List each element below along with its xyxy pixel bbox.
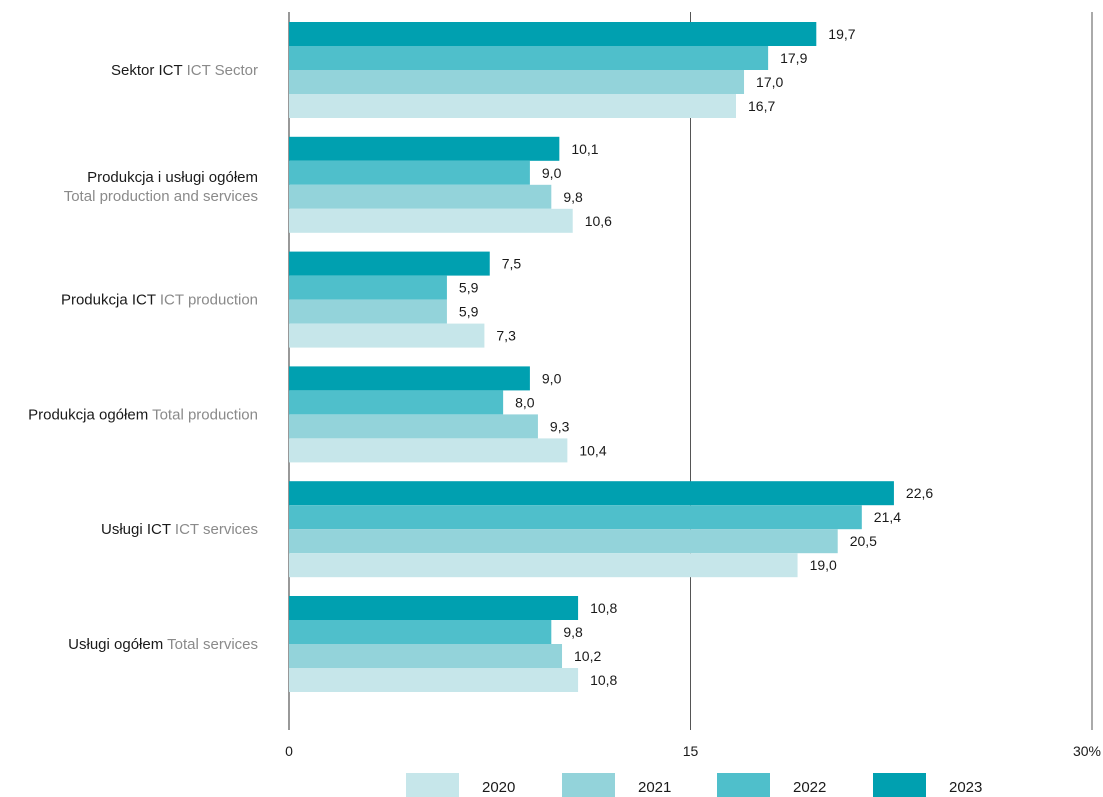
bar-2022-5 — [289, 505, 862, 530]
value-label: 9,0 — [542, 165, 562, 181]
bar-2020-4 — [289, 438, 568, 463]
bar-2020-2 — [289, 208, 573, 233]
value-label: 9,3 — [550, 418, 570, 434]
bar-2021-2 — [289, 184, 552, 209]
x-tick-label: 0 — [285, 743, 293, 759]
value-label: 19,0 — [810, 557, 837, 573]
bar-2020-6 — [289, 668, 579, 692]
x-tick-label: 30% — [1073, 743, 1101, 759]
value-label: 17,0 — [756, 74, 783, 90]
category-label: Produkcja ICT ICT production — [61, 292, 258, 309]
bars — [289, 22, 894, 692]
value-label: 7,3 — [496, 328, 516, 344]
x-tick-label: 15 — [683, 743, 699, 759]
value-label: 5,9 — [459, 280, 479, 296]
value-label: 5,9 — [459, 304, 479, 320]
category-label: Usługi ogółem Total services — [68, 636, 258, 653]
value-label: 19,7 — [828, 26, 855, 42]
legend-swatch-2023 — [873, 773, 926, 797]
value-label: 10,6 — [585, 213, 612, 229]
category-label-en: ICT services — [175, 521, 258, 538]
value-label: 10,8 — [590, 600, 617, 616]
category-label-en: ICT production — [160, 292, 258, 309]
category-label-pl: Produkcja ogółem — [28, 406, 152, 423]
category-label-en: Total production and services — [64, 188, 258, 205]
bar-2021-4 — [289, 414, 538, 439]
bar-2022-1 — [289, 46, 769, 70]
legend-swatch-2020 — [406, 773, 459, 797]
value-label: 7,5 — [502, 256, 522, 272]
bar-2023-1 — [289, 22, 817, 46]
value-label: 16,7 — [748, 98, 775, 114]
category-label-pl: Produkcja i usługi ogółem — [87, 169, 258, 186]
bar-2020-1 — [289, 94, 737, 118]
bar-2021-1 — [289, 70, 745, 94]
category-label-pl: Usługi ICT — [101, 521, 175, 538]
legend: 2020 2021 2022 2023 — [406, 773, 982, 797]
category-label-en: Total services — [167, 636, 258, 653]
bar-2023-6 — [289, 596, 579, 620]
bar-2021-3 — [289, 299, 447, 324]
value-label: 10,1 — [571, 141, 598, 157]
bar-2023-2 — [289, 136, 560, 161]
legend-swatch-2022 — [717, 773, 770, 797]
bar-2023-5 — [289, 481, 894, 506]
bar-2021-6 — [289, 644, 563, 668]
category-label-en: ICT Sector — [187, 62, 258, 79]
value-label: 9,8 — [563, 189, 583, 205]
category-label-pl: Usługi ogółem — [68, 636, 167, 653]
legend-label-2023: 2023 — [949, 779, 982, 796]
bar-2023-3 — [289, 251, 490, 276]
legend-label-2021: 2021 — [638, 779, 671, 796]
category-label: Produkcja ogółem Total production — [28, 406, 258, 423]
category-label-pl: Sektor ICT — [111, 62, 187, 79]
bar-2022-2 — [289, 160, 530, 185]
value-labels: 19,717,917,016,710,19,09,810,67,55,95,97… — [459, 26, 933, 688]
value-label: 9,0 — [542, 370, 562, 386]
bar-2022-3 — [289, 275, 447, 300]
value-label: 22,6 — [906, 485, 933, 501]
bar-2020-5 — [289, 553, 798, 578]
bar-2020-3 — [289, 323, 485, 348]
value-label: 10,2 — [574, 648, 601, 664]
category-label-en: Total production — [152, 406, 258, 423]
legend-label-2022: 2022 — [793, 779, 826, 796]
value-label: 20,5 — [850, 533, 877, 549]
value-label: 9,8 — [563, 624, 583, 640]
bar-2022-6 — [289, 620, 552, 644]
legend-swatch-2021 — [562, 773, 615, 797]
legend-label-2020: 2020 — [482, 779, 515, 796]
value-label: 21,4 — [874, 509, 901, 525]
x-axis-ticks: 0 15 30% — [285, 743, 1101, 759]
category-label: Sektor ICT ICT Sector — [111, 62, 258, 79]
value-label: 10,8 — [590, 672, 617, 688]
value-label: 17,9 — [780, 50, 807, 66]
value-label: 8,0 — [515, 394, 535, 410]
bar-2021-5 — [289, 529, 838, 554]
value-label: 10,4 — [579, 442, 606, 458]
category-labels: Sektor ICT ICT Sector Produkcja i usługi … — [28, 62, 258, 653]
category-label: Usługi ICT ICT services — [101, 521, 258, 538]
bar-2023-4 — [289, 366, 530, 391]
category-label-pl: Produkcja ICT — [61, 292, 160, 309]
bar-2022-4 — [289, 390, 504, 415]
